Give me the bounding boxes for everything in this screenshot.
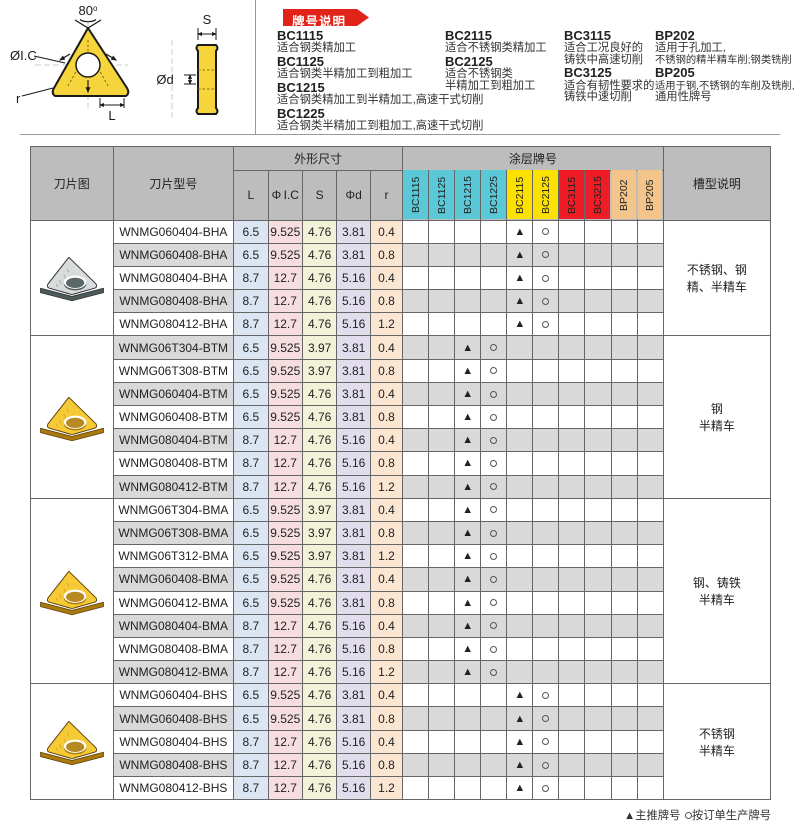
svg-text:L: L xyxy=(108,108,115,123)
svg-text:ØI.C: ØI.C xyxy=(10,48,37,63)
svg-text:80o: 80o xyxy=(79,3,98,18)
svg-text:S: S xyxy=(203,12,212,27)
svg-text:r: r xyxy=(16,91,21,106)
svg-text:Ød: Ød xyxy=(156,72,173,87)
